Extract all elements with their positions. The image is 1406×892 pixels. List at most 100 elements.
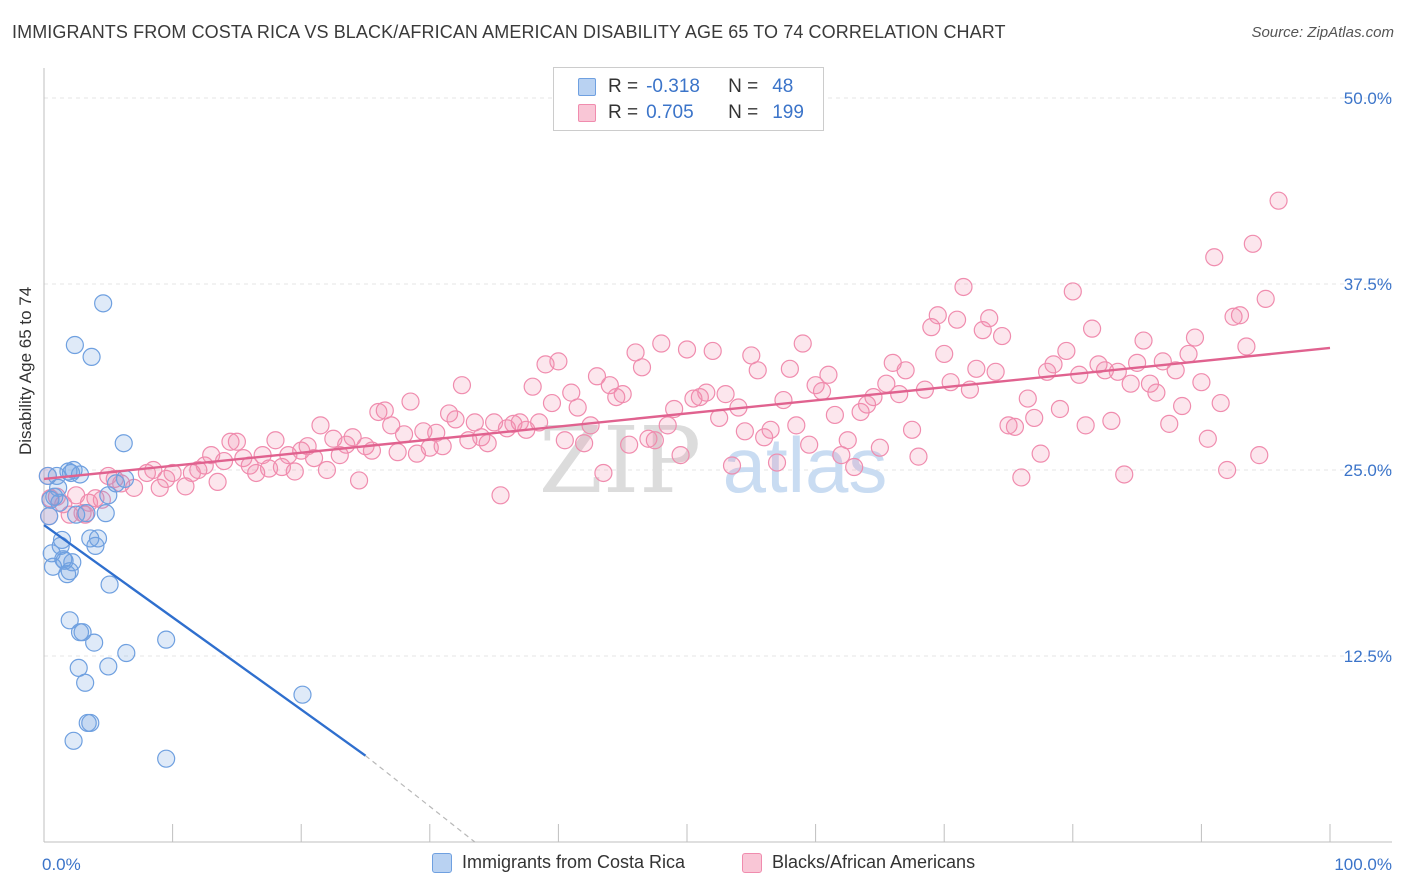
blue-data-point bbox=[157, 630, 176, 649]
pink-data-point bbox=[980, 309, 999, 328]
pink-data-point bbox=[812, 382, 832, 401]
pink-data-point bbox=[1205, 248, 1224, 267]
blue-data-point bbox=[43, 557, 63, 576]
pink-data-point bbox=[1063, 282, 1082, 301]
pink-data-point bbox=[587, 367, 607, 386]
pink-data-point bbox=[1198, 429, 1217, 448]
pink-data-point bbox=[575, 434, 594, 453]
pink-data-point bbox=[613, 385, 632, 404]
pink-data-point bbox=[433, 437, 452, 456]
blue-data-point bbox=[293, 685, 312, 704]
pink-data-point bbox=[304, 448, 324, 468]
pink-data-point bbox=[1250, 446, 1269, 465]
pink-data-point bbox=[1173, 396, 1192, 416]
legend-r-label: R = bbox=[608, 102, 639, 123]
pink-data-point bbox=[748, 361, 767, 380]
blue-data-point bbox=[49, 478, 68, 497]
pink-data-point bbox=[1057, 341, 1076, 361]
pink-data-point bbox=[909, 447, 928, 466]
pink-data-point bbox=[388, 443, 407, 462]
blue-data-point bbox=[76, 673, 95, 692]
pink-data-point bbox=[1115, 465, 1134, 484]
pink-data-point bbox=[928, 306, 947, 325]
pink-data-point bbox=[1050, 399, 1070, 419]
correlation-legend: R = -0.318 N = 48 R = 0.705 N = 199 bbox=[553, 67, 824, 131]
pink-data-point bbox=[1237, 337, 1256, 356]
pink-data-point bbox=[947, 310, 967, 329]
pink-data-point bbox=[620, 435, 639, 454]
pink-data-point bbox=[896, 361, 915, 380]
blue-data-point bbox=[100, 575, 119, 594]
pink-data-point bbox=[1166, 361, 1185, 380]
pink-data-point bbox=[317, 460, 337, 480]
pink-data-point bbox=[163, 463, 182, 483]
pink-data-point bbox=[1018, 389, 1037, 408]
pink-data-point bbox=[1185, 328, 1205, 347]
pink-data-point bbox=[1005, 417, 1025, 436]
pink-data-point bbox=[1012, 468, 1031, 487]
legend-row-blue: R = -0.318 N = 48 bbox=[578, 75, 793, 99]
pink-data-point bbox=[986, 362, 1005, 381]
pink-data-point bbox=[1121, 374, 1140, 393]
bottom-legend-blue: Immigrants from Costa Rica bbox=[432, 852, 685, 873]
pink-data-point bbox=[523, 377, 542, 396]
blue-data-point bbox=[99, 657, 118, 676]
pink-data-point bbox=[735, 422, 754, 441]
trend-lines bbox=[43, 346, 1331, 843]
legend-n-blue: 48 bbox=[772, 76, 794, 97]
pink-data-point bbox=[1179, 344, 1198, 364]
pink-data-point bbox=[671, 446, 690, 465]
pink-data-point bbox=[1218, 460, 1237, 480]
pink-data-point bbox=[1269, 191, 1288, 210]
chart-title: IMMIGRANTS FROM COSTA RICA VS BLACK/AFRI… bbox=[12, 22, 1006, 42]
pink-data-point bbox=[780, 359, 799, 378]
pink-data-point bbox=[1134, 331, 1153, 350]
y-tick-label: 50.0% bbox=[1344, 89, 1392, 108]
blue-data-point bbox=[64, 731, 83, 750]
tick-labels: 12.5% 25.0% 37.5% 50.0% 0.0% 100.0% bbox=[42, 89, 1392, 874]
blue-data-point bbox=[94, 294, 113, 313]
blue-data-point bbox=[82, 347, 101, 367]
pink-data-point bbox=[446, 410, 465, 429]
blue-data-point bbox=[65, 335, 84, 355]
watermark-atlas: atlas bbox=[723, 421, 888, 509]
pink-data-point bbox=[1082, 319, 1102, 338]
bottom-swatch-blue bbox=[432, 852, 452, 873]
pink-data-point bbox=[864, 387, 883, 407]
blue-data-point bbox=[50, 493, 69, 512]
bottom-legend-pink: Blacks/African Americans bbox=[742, 852, 975, 873]
pink-data-point bbox=[1044, 355, 1063, 374]
pink-data-point bbox=[221, 432, 240, 451]
pink-data-point bbox=[1160, 414, 1179, 433]
blue-data-point bbox=[81, 713, 100, 733]
pink-data-point bbox=[555, 431, 574, 450]
pink-data-point bbox=[999, 416, 1018, 435]
legend-swatch-blue bbox=[578, 78, 596, 96]
blue-data-point bbox=[58, 565, 77, 584]
pink-data-point bbox=[542, 393, 562, 413]
pink-data-point bbox=[819, 365, 838, 384]
pink-data-point bbox=[208, 472, 227, 492]
pink-data-point bbox=[677, 340, 697, 359]
blue-data-point bbox=[60, 611, 79, 630]
pink-data-point bbox=[394, 425, 414, 444]
pink-data-point bbox=[1243, 234, 1262, 253]
blue-data-point bbox=[73, 623, 92, 642]
grid-lines bbox=[44, 97, 1392, 657]
blue-data-point bbox=[86, 536, 105, 555]
pink-data-point bbox=[581, 416, 600, 435]
pink-data-point bbox=[491, 486, 510, 505]
blue-trend-extension bbox=[365, 755, 476, 843]
pink-data-point bbox=[382, 416, 401, 435]
pink-data-point bbox=[890, 385, 909, 404]
pink-data-point bbox=[793, 334, 812, 353]
pink-trend-line bbox=[43, 346, 1331, 481]
bottom-swatch-pink bbox=[742, 852, 762, 873]
legend-swatch-pink bbox=[578, 104, 596, 122]
pink-data-point bbox=[1025, 408, 1044, 428]
pink-data-point bbox=[1211, 393, 1230, 413]
pink-series-points bbox=[38, 191, 1288, 526]
blue-data-point bbox=[114, 434, 133, 453]
source-note: Source: ZipAtlas.com bbox=[1251, 24, 1394, 41]
